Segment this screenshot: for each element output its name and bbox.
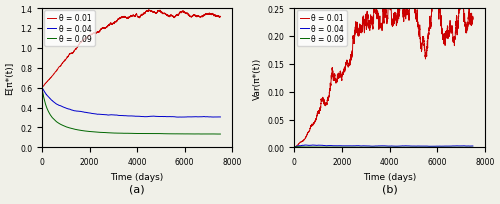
θ = 0.04 <box>292 146 298 149</box>
θ = 0.09 <box>331 146 337 149</box>
θ = 0.01 <box>146 9 152 12</box>
θ = 0.04 <box>39 87 45 90</box>
θ = 0.04 <box>470 145 476 147</box>
θ = 0.04 <box>50 101 56 103</box>
θ = 0.09 <box>294 146 300 148</box>
θ = 0.04 <box>303 144 309 146</box>
θ = 0.04 <box>100 114 106 116</box>
θ = 0.04 <box>184 116 190 119</box>
θ = 0.09 <box>184 133 190 135</box>
Y-axis label: Var(π*(t)): Var(π*(t)) <box>253 57 262 99</box>
θ = 0.09 <box>39 87 45 90</box>
θ = 0.09 <box>44 106 50 109</box>
θ = 0.01 <box>353 27 359 30</box>
θ = 0.01 <box>218 16 224 19</box>
θ = 0.04 <box>218 116 224 119</box>
θ = 0.04 <box>117 115 123 117</box>
θ = 0.04 <box>436 145 442 148</box>
X-axis label: Time (days): Time (days) <box>110 172 164 181</box>
Line: θ = 0.09: θ = 0.09 <box>42 88 220 134</box>
θ = 0.04 <box>353 145 359 147</box>
θ = 0.01 <box>470 19 476 22</box>
Y-axis label: E[π*(t)]: E[π*(t)] <box>6 62 15 95</box>
θ = 0.04 <box>39 87 45 90</box>
θ = 0.01 <box>50 74 56 76</box>
θ = 0.01 <box>100 28 106 30</box>
θ = 0.09 <box>50 118 56 121</box>
θ = 0.09 <box>117 132 123 135</box>
θ = 0.09 <box>370 146 376 149</box>
θ = 0.09 <box>296 146 302 148</box>
θ = 0.09 <box>470 146 476 149</box>
θ = 0.01 <box>370 24 376 27</box>
Text: (a): (a) <box>130 184 145 194</box>
X-axis label: Time (days): Time (days) <box>363 172 416 181</box>
θ = 0.09 <box>353 146 359 149</box>
Line: θ = 0.04: θ = 0.04 <box>42 88 220 118</box>
θ = 0.04 <box>44 94 50 96</box>
θ = 0.01 <box>184 13 190 15</box>
θ = 0.09 <box>78 130 84 132</box>
Legend: θ = 0.01, θ = 0.04, θ = 0.09: θ = 0.01, θ = 0.04, θ = 0.09 <box>296 11 347 47</box>
Line: θ = 0.09: θ = 0.09 <box>294 147 473 148</box>
θ = 0.01 <box>44 82 50 84</box>
θ = 0.09 <box>100 132 106 134</box>
θ = 0.04 <box>331 145 337 147</box>
Line: θ = 0.01: θ = 0.01 <box>294 0 473 148</box>
θ = 0.01 <box>117 18 123 20</box>
θ = 0.01 <box>39 87 45 90</box>
θ = 0.04 <box>174 116 180 119</box>
θ = 0.04 <box>78 111 84 113</box>
θ = 0.04 <box>302 144 308 146</box>
Legend: θ = 0.01, θ = 0.04, θ = 0.09: θ = 0.01, θ = 0.04, θ = 0.09 <box>44 11 94 47</box>
θ = 0.09 <box>214 133 220 136</box>
θ = 0.01 <box>296 143 302 145</box>
Line: θ = 0.01: θ = 0.01 <box>42 11 220 88</box>
θ = 0.04 <box>296 145 302 147</box>
θ = 0.01 <box>292 146 298 149</box>
θ = 0.04 <box>370 145 376 148</box>
θ = 0.09 <box>292 146 298 149</box>
Line: θ = 0.04: θ = 0.04 <box>294 145 473 148</box>
θ = 0.01 <box>303 136 309 139</box>
θ = 0.01 <box>78 42 84 44</box>
θ = 0.09 <box>436 146 442 149</box>
θ = 0.01 <box>331 78 337 80</box>
Text: (b): (b) <box>382 184 398 194</box>
θ = 0.09 <box>218 133 224 136</box>
θ = 0.09 <box>303 146 309 149</box>
